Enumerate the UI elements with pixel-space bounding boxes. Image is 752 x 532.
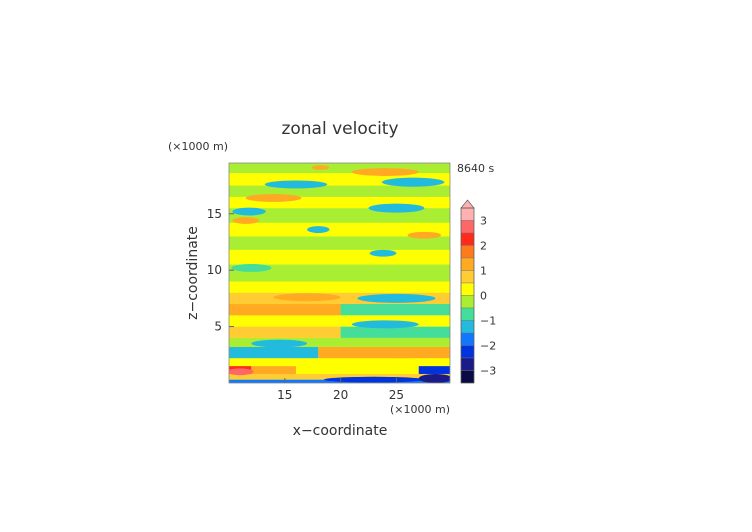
field-band bbox=[229, 185, 450, 197]
field-band bbox=[229, 222, 450, 237]
y-tick-label: 10 bbox=[207, 263, 222, 277]
field-band bbox=[418, 366, 450, 374]
field-band bbox=[229, 236, 450, 250]
field-band bbox=[251, 366, 296, 374]
field-blob bbox=[357, 293, 436, 303]
field-blob bbox=[273, 293, 341, 302]
field-blob bbox=[311, 165, 330, 170]
colorbar-bin bbox=[460, 345, 475, 359]
field-band bbox=[229, 196, 450, 209]
field-band bbox=[229, 358, 450, 367]
y-axis-ticks: 5 10 15 bbox=[207, 207, 234, 334]
x-axis-label: x−coordinate bbox=[293, 423, 388, 439]
field-band bbox=[229, 281, 450, 293]
colorbar-bin bbox=[460, 332, 475, 346]
colorbar-bin bbox=[460, 245, 475, 259]
colorbar-tick-label: 0 bbox=[480, 290, 487, 303]
field-blob bbox=[232, 217, 260, 224]
field-blob bbox=[351, 168, 419, 176]
field-band bbox=[229, 373, 450, 380]
field-blob bbox=[234, 305, 313, 315]
field-blob bbox=[381, 177, 445, 187]
x-unit-label: (×1000 m) bbox=[390, 403, 450, 416]
colorbar-bin bbox=[460, 370, 475, 384]
colorbar-bin bbox=[460, 357, 475, 371]
field-band bbox=[229, 326, 341, 338]
colorbar-bin bbox=[460, 295, 475, 309]
field-blob bbox=[351, 320, 419, 329]
field-band bbox=[229, 337, 450, 347]
field-band bbox=[340, 304, 450, 316]
colorbar-bin bbox=[460, 257, 475, 271]
field-blob bbox=[368, 349, 436, 359]
field-blob bbox=[232, 207, 266, 216]
field-band bbox=[229, 292, 450, 305]
field-band bbox=[229, 249, 450, 265]
x-axis-ticks: 15 20 25 bbox=[277, 378, 404, 402]
velocity-field bbox=[229, 163, 450, 383]
time-label: 8640 s bbox=[457, 162, 494, 175]
field-blob bbox=[407, 231, 442, 239]
chart-title: zonal velocity bbox=[281, 119, 398, 139]
colorbar-bin bbox=[460, 282, 475, 296]
x-tick-label: 15 bbox=[277, 388, 292, 402]
colorbar-bin bbox=[460, 307, 475, 321]
colorbar-bin bbox=[460, 220, 475, 234]
field-blob bbox=[264, 180, 328, 189]
colorbar-bin bbox=[460, 320, 475, 334]
colorbar: 3 2 1 0 −1 −2 −3 bbox=[460, 199, 496, 384]
colorbar-bin bbox=[460, 270, 475, 284]
x-tick-label: 25 bbox=[389, 388, 404, 402]
colorbar-tick-label: −2 bbox=[480, 340, 496, 353]
field-blob bbox=[368, 203, 425, 213]
colorbar-tick-label: −3 bbox=[480, 365, 496, 378]
field-blob bbox=[251, 339, 308, 348]
field-blob bbox=[323, 376, 425, 383]
y-tick-label: 15 bbox=[207, 207, 222, 221]
field-blob bbox=[418, 373, 450, 383]
colorbar-bin bbox=[460, 207, 475, 221]
y-unit-label: (×1000 m) bbox=[168, 140, 228, 153]
field-blob bbox=[231, 263, 272, 272]
field-blob bbox=[245, 194, 302, 202]
x-tick-label: 20 bbox=[333, 388, 348, 402]
field-band bbox=[340, 326, 450, 338]
field-band bbox=[229, 264, 450, 282]
field-band bbox=[229, 346, 319, 359]
colorbar-extend-arrow bbox=[460, 199, 475, 209]
colorbar-tick-label: −1 bbox=[480, 315, 496, 328]
field-blob bbox=[307, 226, 330, 233]
y-axis-label: z−coordinate bbox=[185, 226, 201, 320]
field-band bbox=[295, 366, 419, 374]
colorbar-frame bbox=[460, 207, 475, 384]
field-blob bbox=[369, 249, 397, 257]
colorbar-tick-label: 2 bbox=[480, 240, 487, 253]
field-band bbox=[229, 163, 450, 174]
y-tick-label: 5 bbox=[214, 320, 222, 334]
field-band bbox=[229, 315, 450, 327]
colorbar-tick-label: 3 bbox=[480, 215, 487, 228]
field-blob bbox=[229, 368, 254, 376]
colorbar-bin bbox=[460, 232, 475, 246]
colorbar-tick-label: 1 bbox=[480, 265, 487, 278]
plot-frame bbox=[228, 162, 451, 384]
